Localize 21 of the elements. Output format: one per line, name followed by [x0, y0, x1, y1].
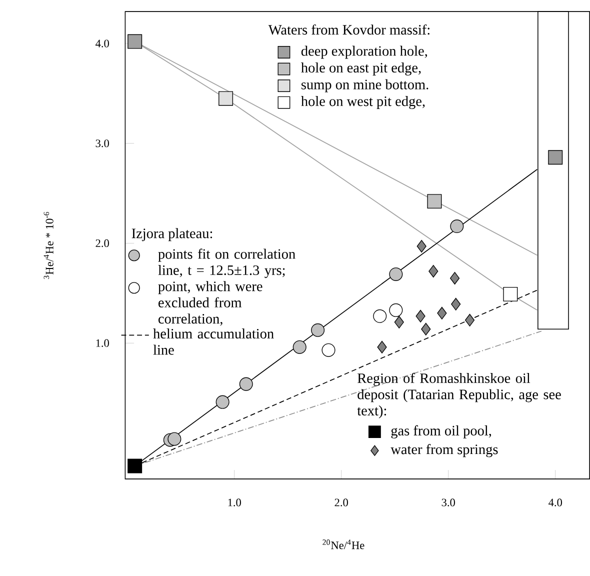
annotation: Region of Romashkinskoe oil deposit (Tatarian Republic, age see text): — [357, 372, 561, 418]
y-tick-label: 2.0 — [96, 240, 109, 248]
x-tick-label: 4.0 — [548, 498, 562, 506]
x-axis-title: $^{20}$Ne/$^{4}$He — [322, 540, 364, 550]
x-tick-label: 1.0 — [228, 498, 241, 506]
legend-label: water from springs — [390, 444, 498, 458]
y-tick-label: 4.0 — [96, 40, 109, 48]
legend-label: points fit on correlation line, t = 12.5±1.3 yrs; — [158, 248, 296, 278]
x-tick-label: 2.0 — [334, 498, 348, 506]
annotation: Waters from Kovdor massif: — [268, 24, 430, 35]
x-tick-label: 3.0 — [442, 498, 455, 506]
legend-label: hole on west pit edge, — [301, 96, 425, 110]
legend-label: gas from oil pool, — [391, 425, 492, 438]
legend-label: helium accumulation line — [153, 328, 274, 355]
legend-label: hole on east pit edge, — [301, 62, 421, 76]
y-tick-label: 1.0 — [96, 339, 109, 348]
legend-label: deep exploration hole, — [301, 46, 428, 59]
legend-label: sump on mine bottom. — [302, 79, 428, 92]
annotation: Izjora plateau: — [132, 228, 212, 242]
y-axis-title: $^{3}$He/$^{4}$He * 10$^{-6}$ — [44, 212, 54, 279]
y-tick-label: 3.0 — [96, 140, 109, 148]
